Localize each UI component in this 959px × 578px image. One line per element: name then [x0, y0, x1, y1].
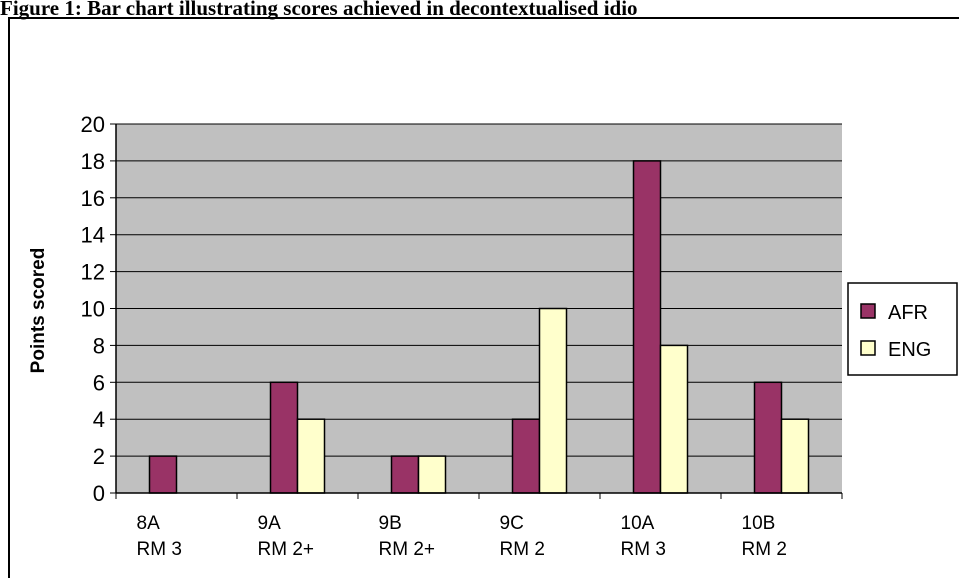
- y-axis-title: Points scored: [28, 248, 49, 374]
- y-tick-label: 12: [81, 260, 105, 285]
- legend: AFR ENG: [847, 282, 958, 376]
- figure-title: Figure 1: Bar chart illustrating scores …: [0, 0, 638, 20]
- y-tick-label: 18: [81, 149, 105, 174]
- y-tick-label: 6: [93, 370, 105, 395]
- axes: [110, 123, 843, 499]
- x-tick-label: 8A: [137, 513, 161, 534]
- bar-eng-10a: [659, 344, 689, 494]
- y-tick-label: 0: [93, 481, 105, 506]
- y-tick-label: 16: [81, 186, 105, 211]
- bar-afr-9a: [269, 381, 299, 494]
- legend-swatch-eng: [860, 340, 876, 356]
- bar-afr-10a: [632, 160, 662, 494]
- x-tick-labels: 8A RM 3 9A RM 2+ 9B RM 2+ 9C RM 2 10A RM 3 10B RM 2: [137, 513, 787, 560]
- x-tick-label: RM 3: [621, 539, 666, 560]
- x-tick-label: RM 2+: [379, 539, 436, 560]
- x-tick-label: RM 2: [742, 539, 787, 560]
- bar-eng-9b: [417, 455, 447, 494]
- bar-afr-10b: [753, 381, 783, 494]
- gridlines: [116, 123, 842, 457]
- legend-label-eng: ENG: [888, 339, 931, 361]
- x-tick-label: RM 2: [500, 539, 545, 560]
- x-tick-label: 10B: [742, 513, 776, 534]
- bars: [148, 160, 810, 494]
- bar-afr-8a: [148, 455, 178, 494]
- x-tick-label: RM 3: [137, 539, 182, 560]
- x-tick-label: 10A: [621, 513, 655, 534]
- x-tick-label: 9A: [258, 513, 282, 534]
- y-tick-label: 20: [81, 112, 105, 137]
- y-tick-label: 4: [93, 407, 105, 432]
- y-tick-label: 10: [81, 297, 105, 322]
- legend-label-afr: AFR: [888, 302, 928, 324]
- x-tick-label: RM 2+: [258, 539, 315, 560]
- x-tick-label: 9B: [379, 513, 402, 534]
- bar-eng-9a: [296, 418, 326, 494]
- bar-afr-9c: [511, 418, 541, 494]
- legend-swatch-afr: [860, 303, 876, 319]
- y-tick-label: 2: [93, 444, 105, 469]
- chart-frame: [8, 17, 959, 578]
- bar-afr-9b: [390, 455, 420, 494]
- legend-box: [847, 282, 958, 376]
- bar-eng-10b: [780, 418, 810, 494]
- bar-eng-9c: [538, 307, 568, 494]
- y-tick-labels: 0 2 4 6 8 10 12 14 16 18 20: [81, 112, 105, 506]
- y-tick-label: 8: [93, 333, 105, 358]
- x-tick-label: 9C: [500, 513, 524, 534]
- y-tick-label: 14: [81, 223, 105, 248]
